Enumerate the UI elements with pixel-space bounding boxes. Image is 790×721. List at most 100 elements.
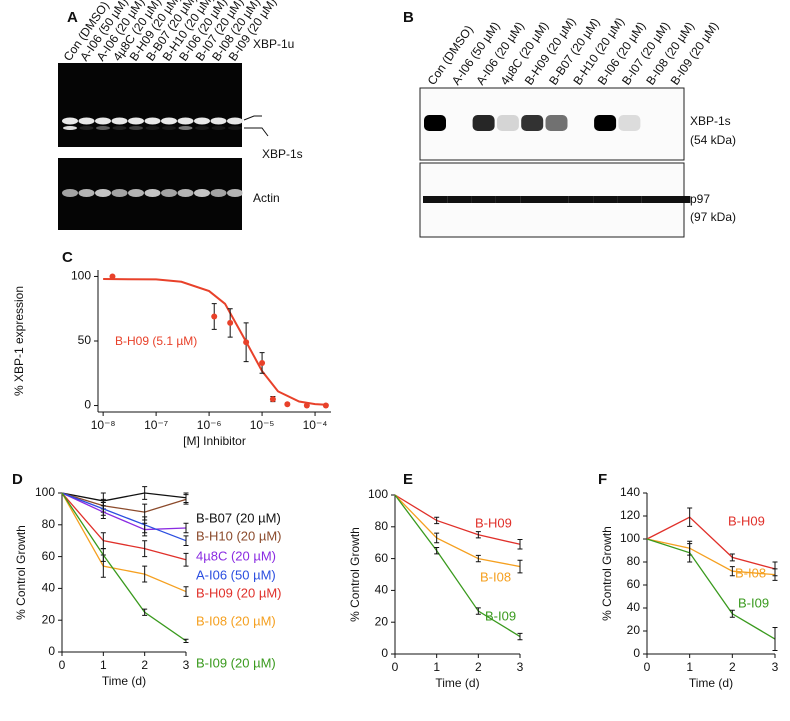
y-axis-label: % Control Growth — [348, 527, 362, 622]
x-tick-label: 0 — [392, 660, 399, 674]
y-tick-label: 50 — [78, 333, 92, 347]
y-tick-label: 20 — [627, 623, 641, 637]
series-line — [394, 494, 521, 568]
data-point — [109, 273, 116, 280]
y-tick-label: 40 — [42, 581, 56, 595]
gel-band — [194, 117, 210, 125]
band-label: p97 — [690, 192, 710, 206]
blot-band — [617, 196, 642, 203]
y-axis-label: % Control Growth — [600, 526, 614, 621]
band-label: Actin — [253, 191, 280, 205]
error-bar — [434, 516, 440, 525]
error-bar — [183, 535, 189, 546]
gel-band — [210, 117, 227, 125]
y-tick-label: 80 — [375, 519, 389, 533]
error-bar — [142, 608, 148, 616]
y-tick-label: 100 — [368, 487, 388, 501]
panel-label: E — [403, 471, 413, 488]
x-tick-label: 3 — [183, 658, 190, 672]
error-bar — [517, 539, 523, 550]
y-tick-label: 20 — [375, 614, 389, 628]
series-label: A-I06 (50 µM) — [196, 567, 276, 582]
y-tick-label: 100 — [35, 485, 55, 499]
error-bar — [434, 532, 440, 544]
blot-band — [520, 196, 545, 203]
band-label: XBP-1u — [253, 37, 294, 51]
gel-band — [162, 126, 176, 130]
panel-label: C — [62, 249, 73, 266]
blot-band — [521, 115, 544, 131]
x-tick-label: 10⁻⁸ — [91, 418, 116, 432]
x-tick-label: 1 — [433, 660, 440, 674]
error-bar — [434, 546, 440, 555]
series-line — [646, 538, 776, 640]
data-point — [227, 319, 234, 326]
x-tick-label: 0 — [59, 658, 66, 672]
series-label: B-I08 (20 µM) — [196, 613, 276, 628]
x-tick-label: 10⁻⁷ — [144, 418, 168, 432]
gel-band — [177, 117, 194, 125]
blot-band — [618, 115, 641, 131]
series-label: B-H10 (20 µM) — [196, 528, 282, 543]
x-tick-label: 3 — [772, 660, 779, 674]
series-label: B-H09 (20 µM) — [196, 585, 282, 600]
x-tick-label: 10⁻⁶ — [197, 418, 222, 432]
series-label: B-B07 (20 µM) — [196, 510, 281, 525]
blot-band — [666, 196, 691, 203]
y-tick-label: 40 — [627, 600, 641, 614]
series-label: B-I09 — [738, 595, 769, 610]
series-label: B-I09 — [485, 608, 516, 623]
y-tick-label: 40 — [375, 583, 389, 597]
gel-band — [227, 117, 243, 125]
error-bar — [183, 638, 189, 643]
error-bar — [142, 486, 148, 500]
error-bar — [183, 522, 189, 534]
series-line — [61, 492, 187, 513]
x-tick-label: 0 — [644, 660, 651, 674]
gel-band — [128, 189, 144, 197]
y-tick-label: 0 — [84, 398, 91, 412]
series-annotation: B-H09 (5.1 µM) — [115, 334, 197, 348]
y-tick-label: 100 — [620, 531, 640, 545]
series-line — [646, 516, 776, 570]
y-tick-label: 0 — [48, 644, 55, 658]
series-label: B-H09 — [728, 513, 765, 528]
x-tick-label: 3 — [517, 660, 524, 674]
blot-band — [471, 196, 496, 203]
error-bar — [142, 565, 148, 583]
gel-band — [79, 126, 94, 130]
error-bar — [729, 553, 735, 562]
gel-band — [95, 117, 111, 125]
gel-band — [210, 189, 227, 197]
gel-band — [228, 126, 242, 130]
y-tick-label: 80 — [627, 554, 641, 568]
gel-band — [145, 126, 160, 130]
series-line — [61, 492, 187, 502]
panel-label: F — [598, 471, 607, 488]
x-tick-label: 1 — [686, 660, 693, 674]
error-bar — [687, 507, 693, 527]
gel-band — [63, 126, 77, 130]
blot-band — [544, 196, 569, 203]
gel-band — [111, 189, 128, 197]
x-tick-label: 10⁻⁵ — [250, 418, 275, 432]
y-tick-label: 60 — [375, 551, 389, 565]
error-bar — [475, 607, 481, 615]
series-line — [61, 492, 187, 542]
series-line — [61, 492, 187, 593]
gel-band — [78, 117, 95, 125]
y-tick-label: 100 — [71, 269, 91, 283]
series-label: B-I08 — [735, 565, 766, 580]
data-point — [284, 401, 291, 408]
series-line — [646, 538, 776, 576]
error-bar — [475, 554, 481, 563]
x-axis-label: Time (d) — [102, 674, 146, 688]
series-line — [61, 492, 187, 531]
error-bar — [142, 516, 148, 534]
gel-band — [96, 126, 110, 130]
gel-band — [144, 117, 161, 125]
series-line — [61, 492, 187, 642]
band-label: XBP-1s — [262, 147, 303, 161]
panel-label: B — [403, 9, 414, 26]
